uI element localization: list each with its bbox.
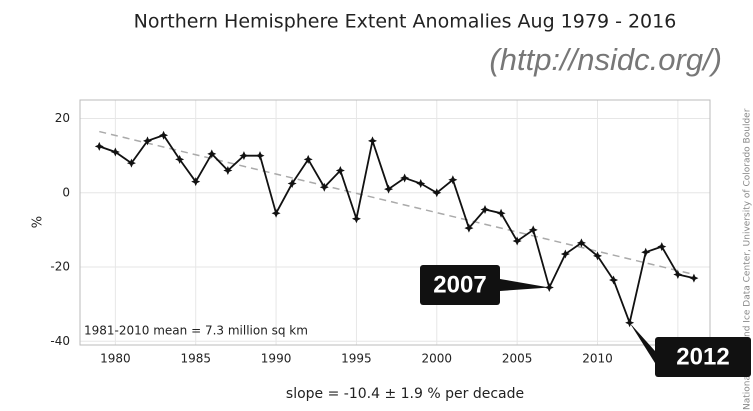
x-tick-label: 1985 [180, 352, 211, 366]
mean-note: 1981-2010 mean = 7.3 million sq km [84, 324, 308, 338]
credit: National Snow and Ice Data Center, Unive… [743, 108, 753, 410]
data-point [673, 269, 683, 279]
data-point [223, 166, 233, 176]
data-point [303, 154, 313, 164]
x-tick-label: 2010 [582, 352, 613, 366]
data-point [448, 175, 458, 185]
y-tick-label: -20 [50, 260, 70, 274]
data-point [400, 173, 410, 183]
data-point [271, 208, 281, 218]
data-line [98, 134, 695, 326]
callout-label: 2007 [433, 271, 486, 298]
callout-label: 2012 [676, 343, 729, 370]
data-point [512, 236, 522, 246]
data-point [191, 177, 201, 187]
y-tick-label: 20 [55, 111, 70, 125]
callout-arrow [629, 322, 655, 363]
data-point [351, 214, 361, 224]
data-point [496, 208, 506, 218]
x-tick-label: 1990 [261, 352, 292, 366]
data-point [143, 136, 152, 146]
data-point [159, 130, 169, 140]
y-tick-label: 0 [62, 185, 70, 199]
x-tick-label: 1995 [341, 352, 372, 366]
data-point [126, 158, 136, 168]
data-point [287, 179, 297, 189]
data-point [689, 273, 699, 283]
data-point [384, 184, 394, 194]
data-point [464, 223, 474, 233]
data-point [657, 242, 667, 252]
data-point [239, 151, 249, 161]
data-point [528, 225, 538, 235]
data-point [368, 136, 377, 146]
trend-line [99, 130, 695, 276]
y-tick-label: -40 [50, 334, 70, 348]
data-point [255, 151, 265, 161]
subtitle: (http://nsidc.org/) [489, 42, 722, 77]
data-point [110, 147, 120, 157]
y-axis-label: % [31, 216, 46, 228]
data-point [207, 149, 217, 159]
data-point [480, 205, 490, 215]
chart-title: Northern Hemisphere Extent Anomalies Aug… [134, 11, 677, 33]
x-tick-label: 2005 [502, 352, 533, 366]
data-point [319, 182, 329, 192]
data-point [641, 247, 651, 257]
data-point [576, 238, 586, 248]
data-point [94, 141, 104, 151]
callout-arrow [500, 279, 550, 291]
callout-box [655, 337, 751, 377]
x-tick-label: 1980 [100, 352, 131, 366]
plot-frame [79, 99, 711, 346]
data-point [335, 166, 345, 176]
callout-box [420, 265, 500, 305]
data-point [593, 251, 602, 261]
slope-note: slope = -10.4 ± 1.9 % per decade [286, 386, 524, 402]
data-point [432, 188, 442, 198]
data-point [416, 179, 426, 189]
data-point [175, 154, 185, 164]
x-tick-label: 2000 [422, 352, 453, 366]
data-point [609, 275, 619, 285]
data-point [560, 249, 570, 259]
